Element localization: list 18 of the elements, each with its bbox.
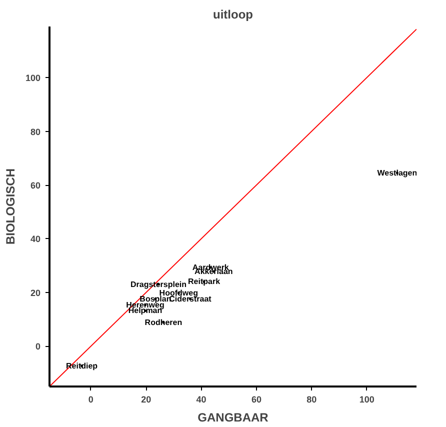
y-tick-label: 0 xyxy=(35,342,41,352)
x-tick-label: 40 xyxy=(196,394,206,404)
x-tick-label: 100 xyxy=(359,394,374,404)
data-label: Rodheren xyxy=(144,318,182,328)
y-tick-label: 40 xyxy=(30,234,41,244)
y-axis-title: BIOLOGISCH xyxy=(3,168,18,244)
y-tick-label: 60 xyxy=(30,180,41,191)
x-axis-title: GANGBAAR xyxy=(198,410,269,424)
x-tick-label: 60 xyxy=(251,394,262,404)
x-tick-label: 80 xyxy=(306,394,317,404)
x-tick-label: 20 xyxy=(141,394,152,404)
x-tick-label: 0 xyxy=(88,394,94,404)
y-tick-label: 80 xyxy=(30,126,41,137)
data-label: Westlagen xyxy=(377,168,418,178)
data-label: Reitpark xyxy=(188,277,221,286)
y-tick-label: 100 xyxy=(25,73,41,84)
chart-title: uitloop xyxy=(213,8,253,22)
y-tick-label: 20 xyxy=(30,288,41,298)
